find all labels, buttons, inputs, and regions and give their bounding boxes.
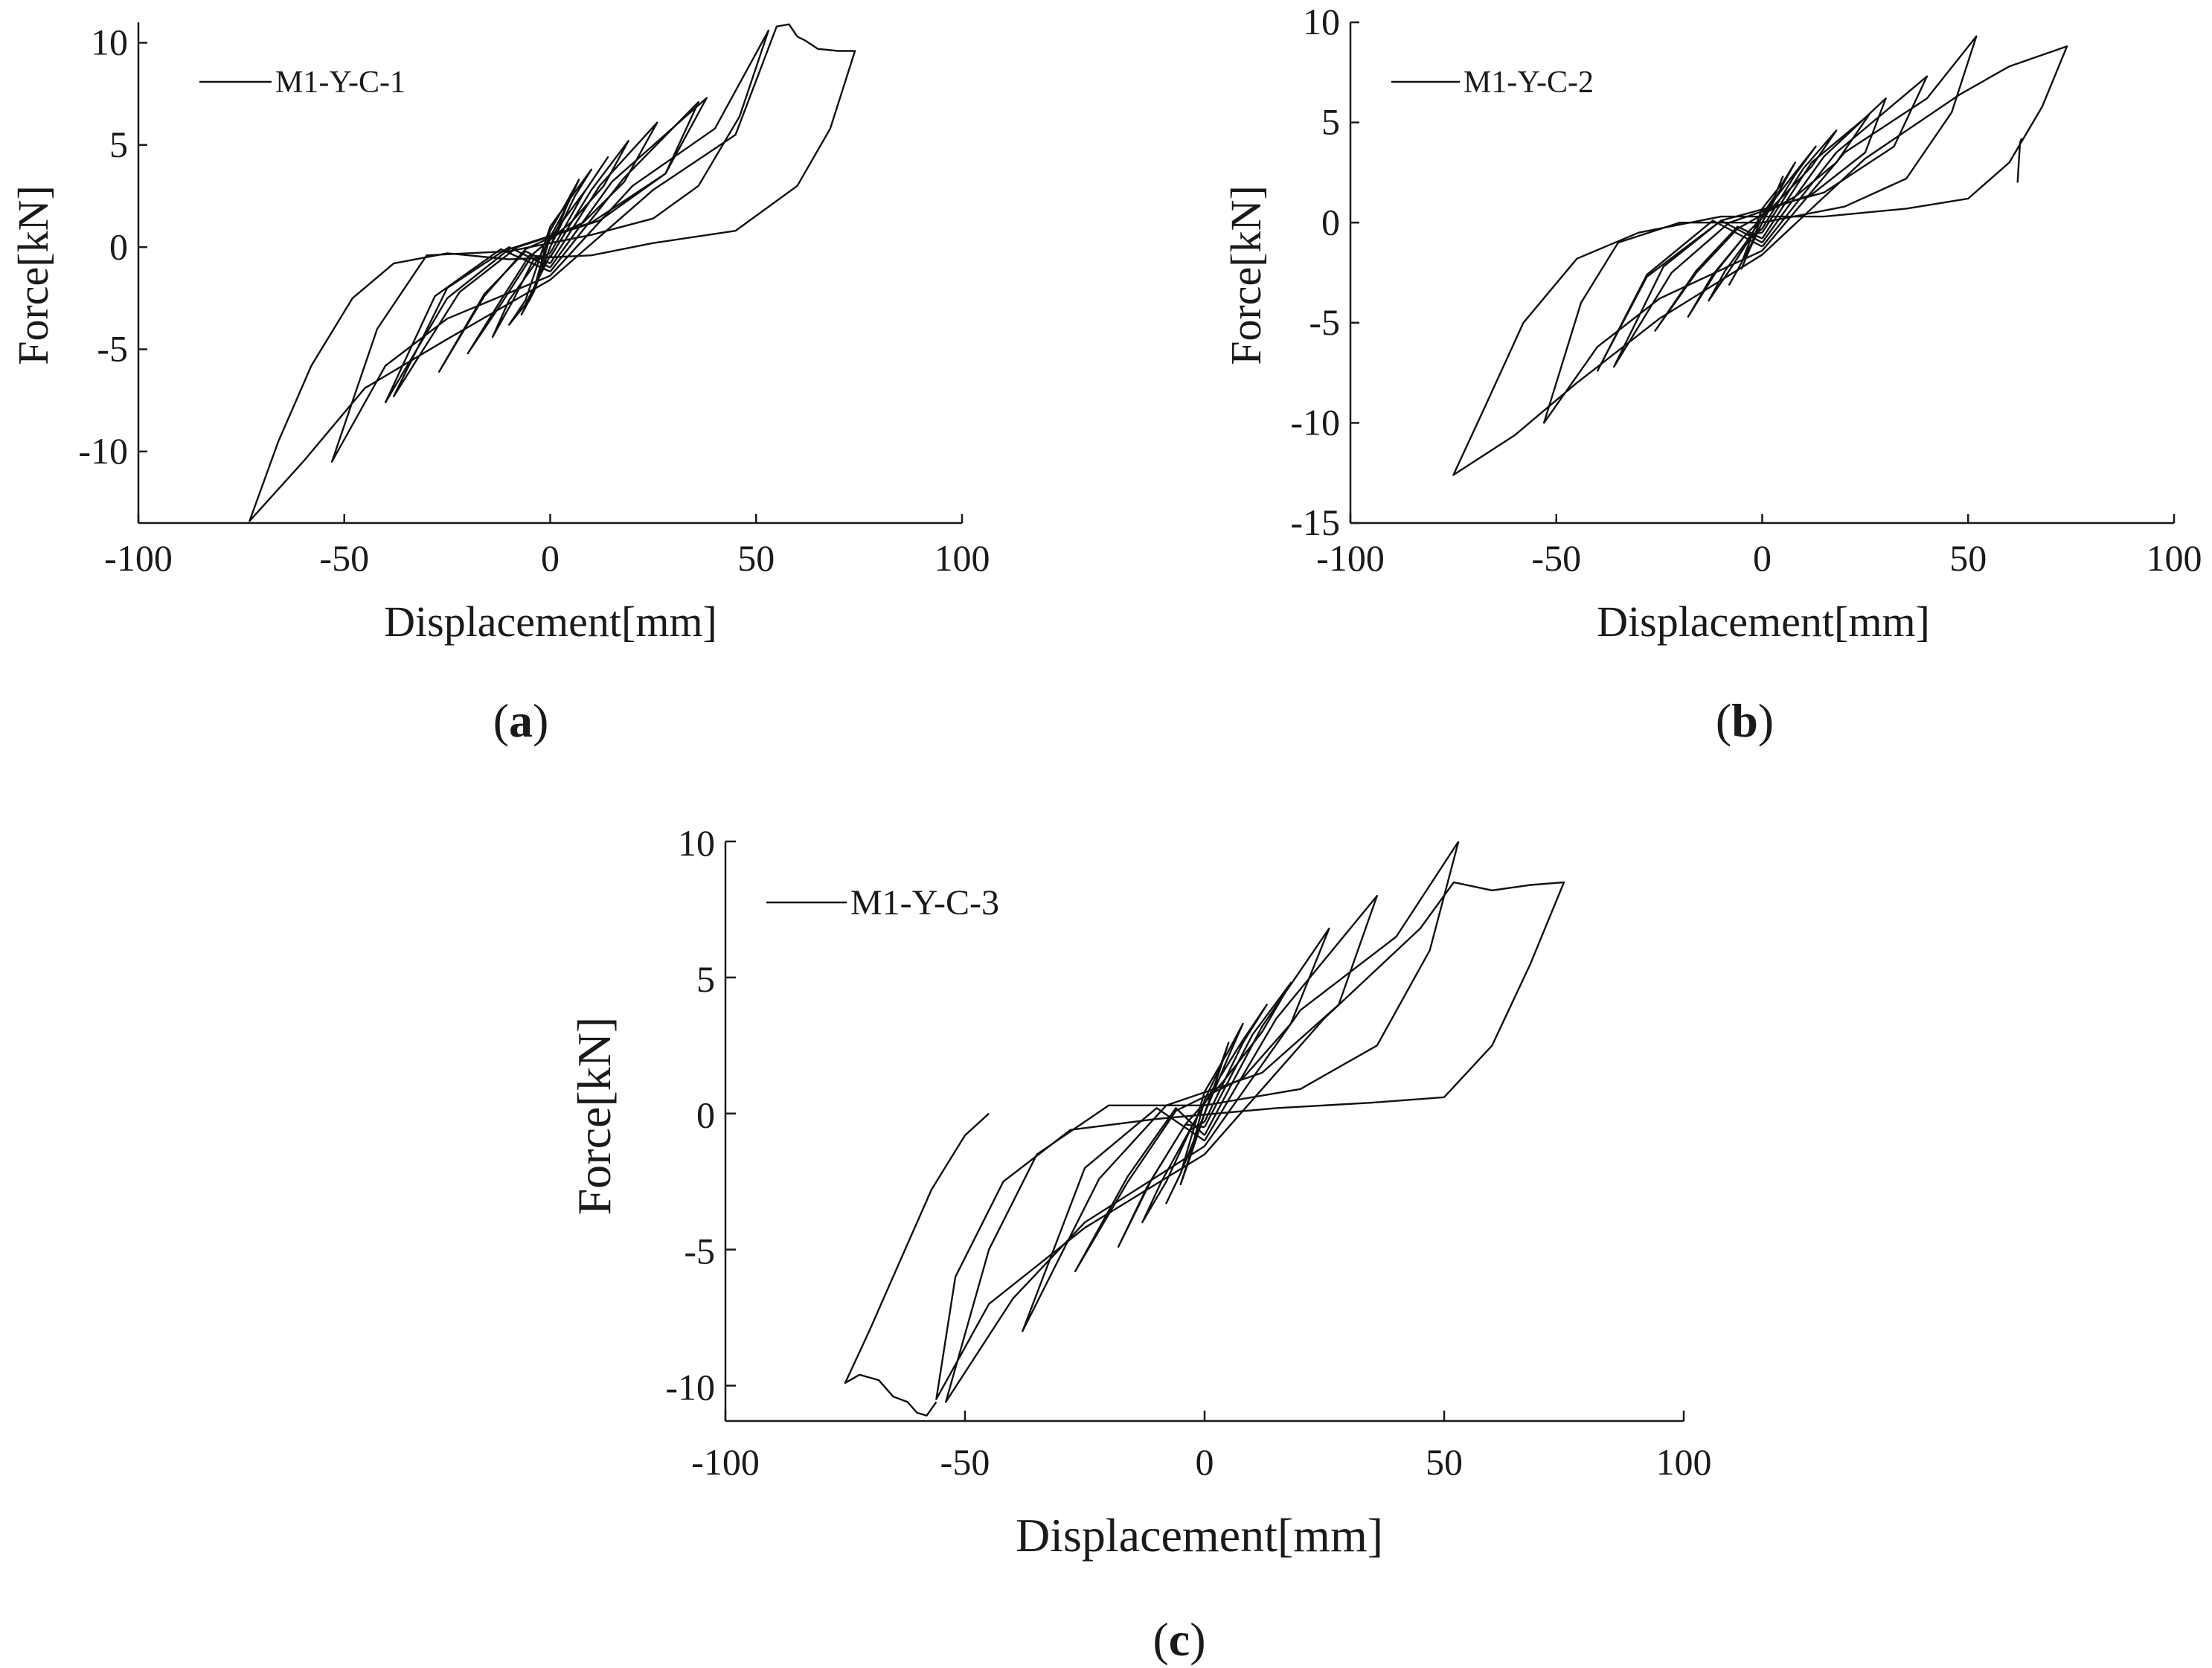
y-tick-label: 5 <box>696 958 715 1000</box>
x-axis-title: Displacement[mm] <box>384 597 717 646</box>
y-tick-label: 10 <box>91 22 128 63</box>
x-tick-label: 0 <box>541 537 560 579</box>
x-axis-title: Displacement[mm] <box>1016 1509 1383 1562</box>
hysteresis-loop-8 <box>1542 35 1978 424</box>
y-axis-title: Force[kN] <box>9 185 57 365</box>
hysteresis-loop-5 <box>467 140 629 355</box>
x-tick-label: -100 <box>1316 537 1385 579</box>
x-tick-label: 0 <box>1753 537 1772 579</box>
hysteresis-loop-5 <box>1074 927 1330 1273</box>
hysteresis-loop-10 <box>249 23 856 522</box>
y-tick-label: 0 <box>109 225 128 267</box>
y-tick-label: -10 <box>1290 402 1340 443</box>
hysteresis-loop-7 <box>944 841 1460 1403</box>
y-axis-title: Force[kN] <box>568 1017 621 1216</box>
legend: M1-Y-C-3 <box>766 883 999 923</box>
hysteresis-loop-3 <box>1708 145 1817 302</box>
hysteresis-loop-3 <box>1141 1004 1268 1224</box>
y-tick-label: -10 <box>665 1366 715 1408</box>
hysteresis-loop-9 <box>330 29 770 463</box>
x-tick-label: -50 <box>1531 537 1581 579</box>
series-group <box>844 841 1565 1417</box>
x-tick-label: 100 <box>1656 1441 1712 1483</box>
x-tick-label: 100 <box>935 537 990 579</box>
y-tick-label: 0 <box>696 1094 715 1136</box>
x-tick-label: -100 <box>691 1441 760 1483</box>
x-tick-label: 50 <box>1949 537 1987 579</box>
x-axis-title: Displacement[mm] <box>1597 597 1930 646</box>
x-tick-label: 50 <box>1426 1441 1463 1483</box>
series-group <box>249 23 856 522</box>
hysteresis-loop-4 <box>491 156 609 339</box>
x-tick-label: -100 <box>104 537 173 579</box>
legend: M1-Y-C-2 <box>1391 65 1594 100</box>
legend-label: M1-Y-C-1 <box>275 65 405 100</box>
panel-label: (a) <box>493 694 549 747</box>
y-tick-label: -15 <box>1290 501 1340 543</box>
legend: M1-Y-C-1 <box>199 65 405 100</box>
hysteresis-loop-4 <box>1117 981 1292 1248</box>
y-tick-label: 10 <box>1303 1 1340 42</box>
y-tick-label: 0 <box>1321 201 1340 243</box>
y-tick-label: 5 <box>1321 101 1340 143</box>
x-tick-label: 50 <box>737 537 775 579</box>
panel-label: (b) <box>1716 694 1774 747</box>
legend-label: M1-Y-C-3 <box>850 883 999 923</box>
hysteresis-loop-8 <box>935 881 1565 1400</box>
hysteresis-loop-8 <box>384 100 699 404</box>
legend-label: M1-Y-C-2 <box>1464 65 1594 100</box>
x-tick-label: -50 <box>940 1441 990 1483</box>
hysteresis-loop-9 <box>844 1112 990 1417</box>
x-tick-label: -50 <box>319 537 369 579</box>
panel-label: (c) <box>1153 1613 1205 1666</box>
hysteresis-loop-9 <box>1452 45 2068 476</box>
y-axis-title: Force[kN] <box>1222 185 1270 365</box>
series-group <box>1452 35 2068 476</box>
y-tick-label: 10 <box>678 822 715 864</box>
x-tick-label: 0 <box>1196 1441 1214 1483</box>
y-tick-label: 5 <box>109 124 128 165</box>
x-tick-label: 100 <box>2147 537 2202 579</box>
hysteresis-loop-10 <box>2016 138 2023 183</box>
y-tick-label: -10 <box>78 430 128 472</box>
hysteresis-loop-7 <box>1596 75 1929 372</box>
y-tick-label: -5 <box>97 328 128 370</box>
hysteresis-loop-6 <box>437 121 658 373</box>
hysteresis-loop-3 <box>508 168 593 326</box>
y-tick-label: -5 <box>684 1230 715 1271</box>
y-tick-label: -5 <box>1309 301 1340 343</box>
